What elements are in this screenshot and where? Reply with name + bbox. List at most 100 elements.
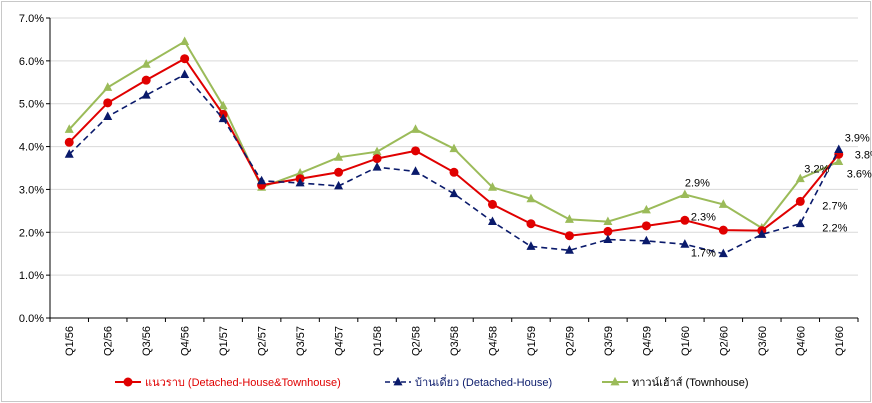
data-point — [795, 196, 805, 206]
data-point — [411, 146, 421, 156]
data-point — [64, 137, 74, 147]
data-point — [393, 376, 403, 386]
data-point — [334, 167, 344, 177]
x-tick-label: Q2/57 — [257, 326, 269, 356]
data-point — [295, 168, 305, 177]
data-point — [680, 215, 690, 225]
x-tick-label: Q3/57 — [295, 326, 307, 356]
x-tick-label: Q3/60 — [757, 326, 769, 356]
x-tick-label: Q1/56 — [64, 326, 76, 356]
y-tick-label: 6.0% — [19, 56, 44, 68]
data-label: 3.8% — [855, 149, 872, 161]
data-label: 2.2% — [822, 223, 847, 235]
series-2 — [64, 36, 844, 232]
data-point — [141, 90, 151, 99]
data-point — [295, 177, 305, 187]
data-point — [641, 221, 651, 231]
data-point — [334, 180, 344, 190]
x-tick-label: Q4/58 — [487, 326, 499, 356]
x-tick-label: Q4/56 — [180, 326, 192, 356]
x-tick-label: Q1/58 — [372, 326, 384, 356]
data-point — [103, 98, 113, 108]
y-tick-label: 3.0% — [19, 184, 44, 196]
legend-label: แนวราบ (Detached-House&Townhouse) — [145, 377, 341, 389]
data-label: 2.7% — [822, 200, 847, 212]
data-point — [603, 216, 613, 225]
data-label: 3.6% — [847, 169, 872, 181]
data-point — [180, 69, 190, 78]
data-point — [795, 218, 805, 228]
x-tick-label: Q3/58 — [449, 326, 461, 356]
data-point — [718, 199, 728, 208]
data-point — [526, 241, 536, 250]
x-tick-label: Q4/57 — [334, 326, 346, 356]
data-point — [180, 36, 190, 45]
y-tick-label: 2.0% — [19, 227, 44, 239]
series-line — [68, 73, 840, 255]
data-point — [64, 124, 74, 133]
x-tick-label: Q3/59 — [603, 326, 615, 356]
data-label: 3.2% — [804, 164, 829, 176]
data-point — [834, 156, 844, 165]
data-point — [218, 113, 228, 123]
data-point — [411, 166, 421, 175]
data-point — [487, 182, 497, 191]
data-point — [372, 146, 382, 156]
data-point — [449, 167, 459, 177]
y-tick-label: 0.0% — [19, 313, 44, 325]
data-point — [757, 229, 767, 238]
data-point — [603, 234, 613, 243]
x-tick-label: Q1/59 — [526, 326, 538, 356]
data-point — [680, 189, 690, 198]
data-point — [334, 152, 344, 161]
y-tick-label: 7.0% — [19, 13, 44, 25]
data-point — [487, 216, 497, 225]
data-point — [795, 173, 805, 183]
data-point — [564, 214, 574, 223]
data-point — [449, 188, 459, 198]
data-point — [257, 175, 267, 185]
x-tick-label: Q2/58 — [411, 326, 423, 356]
legend-item-0: แนวราบ (Detached-House&Townhouse) — [115, 377, 341, 389]
data-point — [103, 111, 113, 120]
data-point — [834, 144, 844, 153]
data-point — [641, 204, 651, 214]
x-tick-label: Q1/60 — [834, 326, 846, 356]
data-label: 1.7% — [691, 247, 716, 259]
x-tick-label: Q3/56 — [141, 326, 153, 356]
data-point — [487, 199, 497, 209]
data-point — [449, 143, 459, 153]
axes: 0.0% 1.0% 2.0% 3.0% 4.0% 5.0% 6.0% 7.0% Q1/56 Q2/… — [19, 13, 859, 356]
y-tick-label: 4.0% — [19, 142, 44, 154]
y-tick-label: 5.0% — [19, 99, 44, 111]
data-point — [123, 377, 133, 387]
data-point — [372, 162, 382, 171]
x-tick-label: Q1/57 — [218, 326, 230, 356]
data-label: 2.9% — [685, 178, 710, 190]
data-point — [641, 235, 651, 245]
data-point — [180, 54, 190, 64]
data-point — [603, 226, 613, 236]
data-point — [718, 225, 728, 235]
data-point — [372, 154, 382, 164]
data-point — [64, 149, 74, 158]
data-point — [411, 124, 421, 133]
data-point — [564, 245, 574, 254]
x-tick-label: Q4/60 — [795, 326, 807, 356]
data-point — [718, 248, 728, 258]
data-point — [564, 231, 574, 241]
data-point — [103, 82, 113, 91]
x-tick-label: Q1/60 — [680, 326, 692, 356]
data-point — [526, 193, 536, 203]
data-label: 2.3% — [691, 211, 716, 223]
data-point — [610, 376, 620, 386]
x-tick-label: Q2/56 — [103, 326, 115, 356]
x-tick-label: Q2/60 — [718, 326, 730, 356]
data-point — [218, 100, 228, 110]
legend-item-2: ทาวน์เฮ้าส์ (Townhouse) — [602, 376, 749, 389]
data-labels: 2.9% 2.3% 1.7% 3.2% 2.7% 2.2% 3.9% 3.8% 3.6% — [685, 133, 872, 260]
series-layer — [64, 36, 844, 258]
legend-item-1: บ้านเดี่ยว (Detached-House) — [385, 374, 552, 389]
data-point — [141, 75, 151, 85]
